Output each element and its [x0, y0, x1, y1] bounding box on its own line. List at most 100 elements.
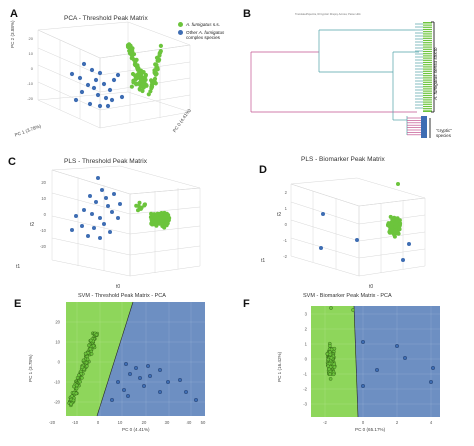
data-point-blue [147, 373, 152, 378]
tick-label: -10 [54, 380, 61, 385]
data-point-blue [125, 393, 130, 398]
green-dot-icon [178, 22, 183, 27]
data-point-blue [137, 375, 142, 380]
panel-c-axis-t0: t0 [116, 284, 121, 290]
data-point-green [158, 49, 163, 54]
tick-label: -10 [27, 81, 34, 86]
data-point-blue [105, 103, 111, 109]
panel-f-plot: -2 0 2 4 3 2 1 0 -1 -2 -3 [303, 305, 440, 425]
panel-a-title: PCA - Threshold Peak Matrix [64, 15, 148, 22]
panel-d-axis-t2: t2 [277, 212, 282, 218]
tick-label: 0 [58, 360, 61, 365]
data-point-green [142, 203, 147, 208]
data-point-green [134, 76, 139, 81]
data-point-green [78, 379, 82, 384]
panel-d-label: D [259, 164, 267, 176]
data-point-green [137, 200, 142, 205]
data-point-blue [88, 194, 92, 198]
data-point-blue [92, 226, 96, 230]
data-point-green [87, 343, 91, 348]
panel-e-label: E [14, 298, 22, 310]
data-point-green [152, 80, 157, 85]
data-point-green [393, 221, 398, 226]
data-point-green [166, 213, 171, 218]
panel-b-label: B [243, 8, 251, 20]
data-point-blue [109, 97, 115, 103]
data-point-green [154, 62, 159, 68]
data-point-green [158, 43, 163, 49]
data-point-blue [98, 216, 102, 220]
data-point-green [127, 48, 132, 54]
data-point-blue [89, 67, 95, 73]
data-point-green [141, 79, 146, 84]
legend-item-a-fumigatus-ss: A. fumigatus s.s. [178, 22, 240, 27]
data-point-blue [193, 397, 198, 402]
data-point-green [80, 365, 85, 370]
panel-f: F SVM - Biomarker Peak Matrix - PCA -2 0 2… [237, 293, 474, 446]
data-point-blue [118, 202, 122, 206]
data-point-blue [95, 92, 101, 98]
data-point-green [165, 217, 170, 222]
data-point-blue [100, 188, 104, 192]
tick-label: 2 [285, 190, 288, 195]
data-point-blue [104, 196, 108, 200]
data-point-green [153, 68, 158, 73]
data-point-green [327, 367, 331, 372]
data-point-green [160, 224, 165, 228]
data-point-blue [360, 340, 365, 345]
data-point-green [94, 332, 99, 337]
tick-label: 0 [97, 420, 100, 425]
data-point-blue [85, 82, 91, 88]
data-point-green [74, 386, 79, 391]
data-point-green [157, 53, 162, 58]
data-point-blue [157, 389, 162, 394]
panel-c-axis-t2: t2 [30, 222, 35, 228]
data-point-blue [98, 236, 102, 240]
tick-label: 1 [305, 342, 308, 347]
panel-d-axis-t1: t1 [261, 258, 266, 264]
data-point-blue [319, 246, 323, 250]
panel-f-title: SVM - Biomarker Peak Matrix - PCA [303, 293, 392, 299]
data-point-green [328, 377, 333, 381]
data-point-blue [102, 222, 106, 226]
data-point-green [88, 347, 93, 351]
svm-region-green [66, 302, 133, 416]
data-point-green [392, 234, 397, 239]
data-point-blue [80, 224, 84, 228]
data-point-blue [145, 363, 150, 368]
data-point-blue [110, 210, 114, 214]
data-point-green [328, 352, 333, 357]
data-point-blue [90, 212, 94, 216]
tick-label: 20 [142, 420, 147, 425]
data-point-blue [77, 75, 83, 81]
data-point-green [127, 42, 132, 47]
data-point-green [130, 55, 135, 60]
tick-label: 20 [41, 180, 46, 185]
data-point-green [91, 344, 96, 348]
data-point-blue [116, 216, 120, 220]
data-point-green [387, 229, 392, 234]
tick-label: 4 [430, 420, 433, 425]
data-point-blue [111, 77, 117, 83]
data-point-blue [177, 377, 182, 382]
panel-c-axis-t1: t1 [16, 264, 21, 270]
clade-fumigatus-ss-label: A. fumigatus sensu stricto [433, 47, 438, 100]
data-point-green [146, 92, 151, 97]
data-point-green [388, 214, 393, 219]
data-point-blue [97, 70, 103, 76]
data-point-blue [428, 379, 433, 384]
data-point-green [155, 216, 160, 221]
data-point-blue [355, 238, 359, 242]
data-point-blue [165, 379, 170, 384]
data-point-blue [407, 242, 411, 246]
data-point-green [130, 71, 136, 77]
clade-fumigatus-leaf-bar [423, 22, 432, 112]
tick-label: -20 [54, 400, 61, 405]
tick-label: -10 [40, 228, 47, 233]
data-point-blue [106, 204, 110, 208]
data-point-green [150, 84, 155, 89]
data-point-blue [109, 397, 114, 402]
data-point-green [83, 351, 88, 356]
tick-label: -10 [72, 420, 79, 425]
panel-e-xlabel: PC 0 (4.41%) [122, 427, 150, 432]
